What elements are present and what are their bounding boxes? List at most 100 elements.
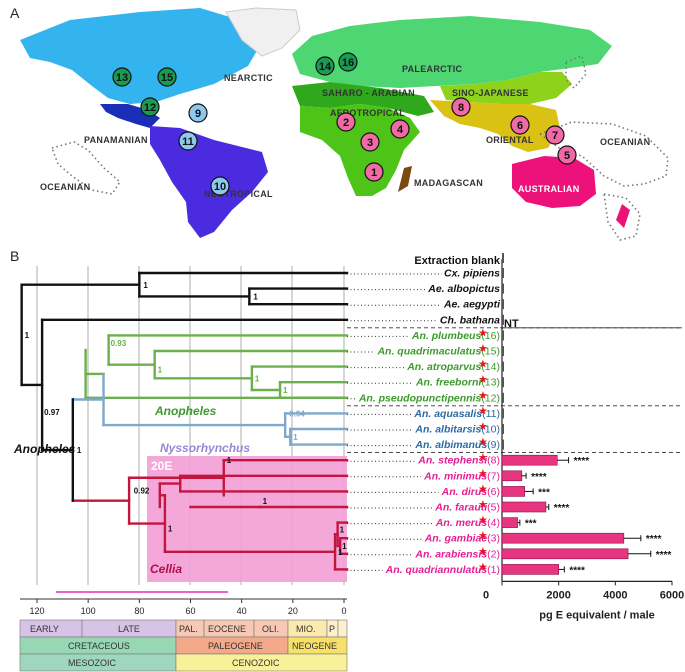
panel-b-label: B — [10, 248, 19, 264]
support-value: 0.94 — [289, 409, 305, 418]
oceanian-south-outline — [603, 193, 641, 241]
taxon-label: Cx. pipiens — [444, 268, 500, 280]
period-cretaceous: CRETACEOUS — [68, 641, 130, 651]
clade-label-anopheles-subgenus: Anopheles — [154, 404, 217, 418]
region-label-madagascan: Madagascan — [414, 178, 483, 188]
taxon-row: Cx. pipiens — [347, 268, 500, 280]
star-icon: ★ — [478, 420, 488, 433]
support-value: 1 — [25, 331, 30, 340]
map-badge: 13 — [112, 67, 132, 87]
taxon-label: An. albitarsis(10) — [414, 424, 500, 436]
taxon-number: (14) — [481, 361, 500, 373]
map-badge: 11 — [178, 131, 198, 151]
support-value: 1 — [255, 374, 260, 383]
period-neogene: NEOGENE — [292, 641, 337, 651]
bar — [502, 330, 504, 341]
bar — [501, 501, 547, 513]
support-value: 1 — [168, 525, 173, 534]
taxon-number: (15) — [481, 346, 500, 358]
taxon-label: An. merus(4) — [435, 517, 500, 529]
map-badge: 8 — [451, 97, 471, 117]
taxon-row: An. aquasalis(11)★ — [347, 404, 500, 420]
svg-text:2: 2 — [343, 117, 349, 129]
support-value: 0.93 — [111, 339, 127, 348]
support-value: 1 — [342, 542, 347, 551]
taxon-row: An. merus(4)★ — [347, 514, 500, 529]
taxon-number: (5) — [487, 502, 500, 514]
bar — [502, 283, 504, 294]
map-badge: 4 — [390, 119, 410, 139]
bar — [502, 377, 504, 388]
svg-text:16: 16 — [342, 57, 354, 69]
svg-text:14: 14 — [319, 61, 332, 73]
bar — [502, 346, 504, 356]
bar — [502, 361, 504, 372]
oceanian-west-outline — [50, 141, 122, 195]
region-saharo-shape — [292, 82, 434, 116]
taxon-number: (6) — [487, 486, 500, 498]
taxon-row: An. albimanus(9)★ — [347, 436, 500, 451]
map-badge: 1 — [364, 162, 384, 182]
region-label-panamanian: Panamanian — [84, 135, 148, 145]
bar — [501, 517, 518, 528]
svg-text:5: 5 — [564, 150, 570, 162]
taxon-label: Ae. aegypti — [443, 299, 501, 311]
map-badge: 16 — [338, 52, 358, 72]
svg-text:4: 4 — [397, 124, 404, 136]
svg-text:12: 12 — [144, 102, 156, 114]
bar — [502, 424, 504, 434]
support-value: 1 — [293, 433, 298, 442]
svg-text:11: 11 — [182, 136, 194, 148]
taxon-row: An. quadriannulatus(1)★ — [347, 560, 500, 576]
support-value: 1 — [77, 446, 82, 455]
taxon-label: An. freeborni(13) — [415, 377, 500, 389]
map-badge: 9 — [188, 103, 208, 123]
taxon-label: Ch. bathana — [440, 314, 500, 326]
clade-label-nyssorhynchus: Nyssorhynchus — [160, 441, 250, 455]
taxon-row: An. farauti(5)★ — [347, 498, 500, 514]
epoch-pal: PAL. — [179, 624, 198, 634]
map-badge: 10 — [210, 176, 230, 196]
svg-text:3: 3 — [367, 137, 373, 149]
taxon-number: (4) — [487, 517, 500, 529]
bar — [502, 299, 504, 310]
region-label-nearctic: Nearctic — [224, 73, 273, 83]
support-value: 1 — [158, 366, 163, 375]
bar — [501, 486, 525, 497]
significance-label: **** — [569, 565, 585, 576]
clade-label-anopheles-genus: Anopheles — [13, 442, 76, 456]
taxa-list: Cx. pipiens Ae. albopictus Ae. aegypti Ch. … — [347, 268, 501, 576]
map-badge: 6 — [510, 115, 530, 135]
star-icon: ★ — [478, 467, 488, 480]
bar — [501, 564, 559, 575]
star-icon: ★ — [478, 358, 488, 371]
support-value: 1 — [253, 292, 258, 301]
taxon-row: An. atroparvus(14)★ — [347, 358, 500, 373]
taxon-number: (16) — [481, 330, 500, 342]
map-badge: 14 — [315, 56, 335, 76]
region-australian-shape — [512, 156, 596, 208]
taxon-label: Ae. albopictus — [427, 283, 500, 295]
time-tick-label: 80 — [134, 606, 144, 616]
japan-outline — [565, 54, 587, 90]
region-label-oceanian-east: Oceanian — [600, 137, 650, 147]
taxon-label: An. quadriannulatus(1) — [385, 564, 500, 576]
taxon-label: An. aquasalis(11) — [413, 408, 500, 420]
taxon-row: An. arabiensis(2)★ — [347, 545, 500, 560]
taxon-label: An. minimus(7) — [423, 470, 500, 482]
svg-text:10: 10 — [214, 181, 226, 193]
taxon-number: (7) — [487, 470, 500, 482]
taxon-number: (10) — [481, 424, 500, 436]
time-tick-label: 20 — [288, 606, 298, 616]
nt-label: NT — [504, 318, 519, 330]
taxon-row: An. dirus(6)★ — [347, 482, 500, 498]
taxon-number: (9) — [487, 439, 500, 451]
taxon-label: An. stephensi(8) — [417, 455, 500, 467]
star-icon: ★ — [478, 436, 488, 449]
bar-tick-label: 2000 — [546, 589, 570, 601]
region-label-sinojapanese: Sino-Japanese — [452, 88, 529, 98]
taxon-row: An. gambiae(3)★ — [347, 529, 500, 545]
taxon-label: An. gambiae(3) — [424, 533, 500, 545]
map-badge: 3 — [360, 132, 380, 152]
